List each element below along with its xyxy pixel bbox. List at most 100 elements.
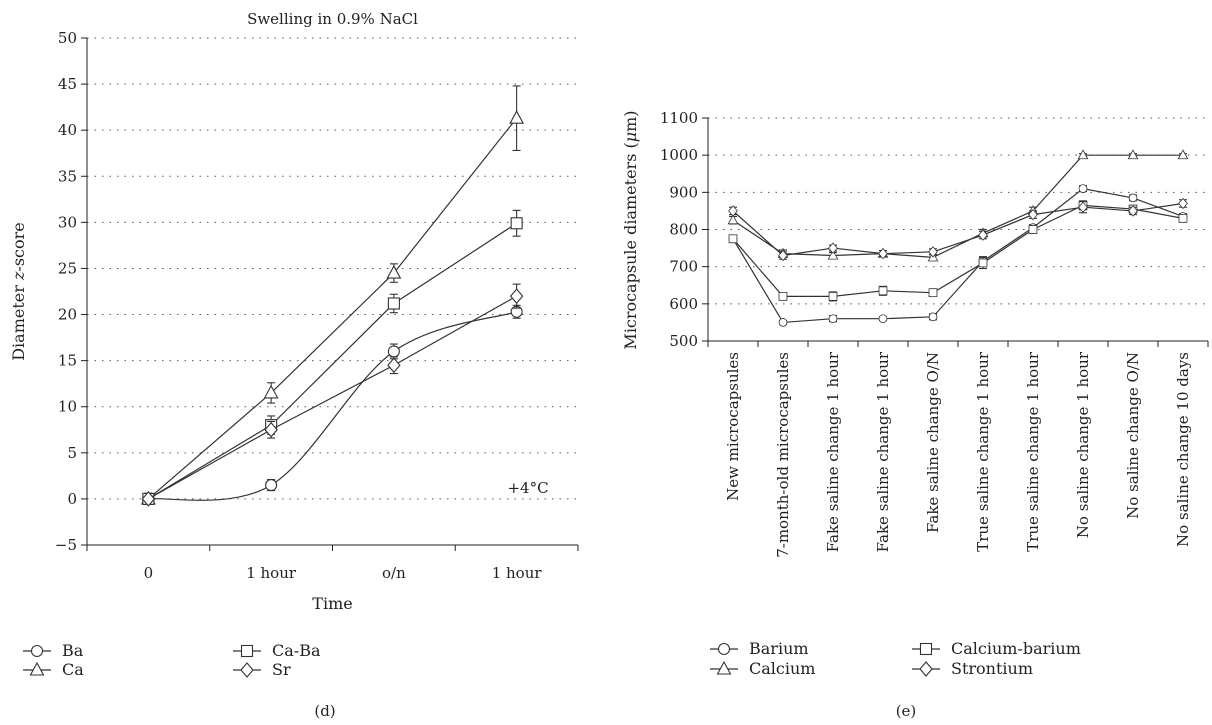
panel-label: (e) [896, 702, 917, 720]
data-point [727, 214, 739, 225]
series-line [147, 117, 518, 500]
series-strontium [728, 197, 1188, 262]
series-sr [141, 283, 524, 507]
x-axis-label: Time [312, 594, 352, 613]
x-tick-label: True saline change 1 hour [974, 351, 992, 552]
data-point [928, 288, 938, 298]
y-tick-label: 1100 [660, 109, 698, 127]
panel-d-chart: Swelling in 0.9% NaCl −5 0 5 10 15 20 25 30 35 40 4… [9, 10, 579, 720]
data-point [510, 217, 523, 230]
legend-marker [919, 661, 933, 677]
series-ca-ba [142, 209, 523, 505]
x-tick-label: 1 hour [246, 564, 297, 582]
data-point [928, 246, 938, 258]
data-point [778, 292, 788, 301]
data-point [878, 314, 888, 324]
legend-label: Ca [62, 660, 84, 679]
y-tick-label: 50 [58, 29, 77, 47]
series-line [732, 187, 1184, 324]
legend-marker [29, 661, 45, 676]
y-tick-label: 30 [58, 213, 77, 231]
data-point [928, 312, 938, 322]
data-point [827, 249, 839, 260]
y-tick-label: 500 [669, 332, 698, 350]
data-point [778, 318, 788, 327]
data-point [828, 314, 838, 324]
x-tick-label: New microcapsules [724, 352, 742, 501]
legend-label: Calcium [749, 659, 815, 678]
x-tick-label: 1 hour [492, 564, 543, 582]
legend-label: Ca-Ba [272, 641, 321, 660]
series-barium [728, 184, 1188, 327]
y-axis-label: Microcapsule diameters (μm) [621, 110, 640, 349]
data-point [386, 264, 402, 279]
x-tick-label: 7-month-old microcapsules [774, 352, 792, 558]
data-point [265, 479, 278, 492]
legend-item-strontium: Strontium [912, 659, 1033, 678]
data-point [387, 345, 400, 358]
legend-marker [717, 642, 731, 656]
legend-label: Ba [62, 641, 84, 660]
y-tick-label: 700 [669, 258, 698, 276]
data-point [1127, 149, 1139, 160]
legend-item-ba: Ba [23, 641, 84, 660]
legend-label: Calcium-barium [951, 639, 1081, 658]
data-point [978, 229, 988, 241]
data-point [1028, 225, 1038, 234]
legend-label: Barium [749, 639, 809, 658]
series-line [732, 204, 1184, 297]
series-ba [142, 304, 523, 505]
x-tick-label: o/n [382, 564, 406, 582]
data-point [1128, 205, 1138, 217]
legend-label: Sr [272, 660, 291, 679]
series-line [148, 222, 517, 500]
legend-label: Strontium [951, 659, 1033, 678]
data-point [1028, 208, 1038, 221]
legend-marker [240, 644, 254, 658]
data-point [141, 491, 156, 507]
data-point [1178, 197, 1188, 210]
series-line [148, 295, 517, 500]
y-tick-label: 25 [58, 259, 77, 277]
series-calcium [727, 149, 1189, 262]
legend-marker [716, 660, 732, 675]
temperature-annotation: +4°C [507, 479, 548, 497]
panel-label: (d) [314, 702, 335, 720]
data-point [828, 292, 838, 301]
series-calcium-barium [728, 200, 1188, 302]
data-point [1177, 149, 1189, 160]
data-point [263, 384, 279, 399]
data-point [728, 205, 738, 217]
legend-item-ca: Ca [23, 660, 84, 679]
x-tick-label: Fake saline change 1 hour [824, 351, 842, 552]
legend-item-barium: Barium [710, 639, 809, 658]
y-tick-label: 45 [58, 75, 77, 93]
y-tick-label: 5 [67, 444, 77, 462]
x-tick-label: No saline change 1 hour [1074, 351, 1092, 538]
y-tick-label: 600 [669, 295, 698, 313]
x-tick-label: 0 [144, 564, 154, 582]
y-tick-label: 15 [58, 352, 77, 370]
legend-marker [240, 662, 254, 678]
y-tick-label: 20 [58, 306, 77, 324]
data-point [778, 249, 788, 262]
data-point [1078, 201, 1088, 213]
x-tick-label: No saline change O/N [1124, 352, 1142, 519]
data-point [1128, 193, 1138, 203]
data-point [728, 234, 738, 244]
data-point [978, 258, 988, 268]
data-point [1077, 149, 1089, 160]
x-tick-label: No saline change 10 days [1174, 352, 1192, 547]
chart-title: Swelling in 0.9% NaCl [247, 10, 418, 28]
data-point [828, 242, 838, 254]
y-tick-label: 0 [67, 490, 77, 508]
panel-e-chart: 500 600 700 800 900 1000 1100 New microcapsules… [621, 109, 1209, 720]
y-tick-label: 1000 [660, 146, 698, 164]
x-tick-label: True saline change 1 hour [1024, 351, 1042, 552]
data-point [878, 248, 888, 260]
legend-item-ca-ba: Ca-Ba [233, 641, 321, 660]
data-point [387, 357, 401, 374]
y-tick-label: 900 [669, 183, 698, 201]
